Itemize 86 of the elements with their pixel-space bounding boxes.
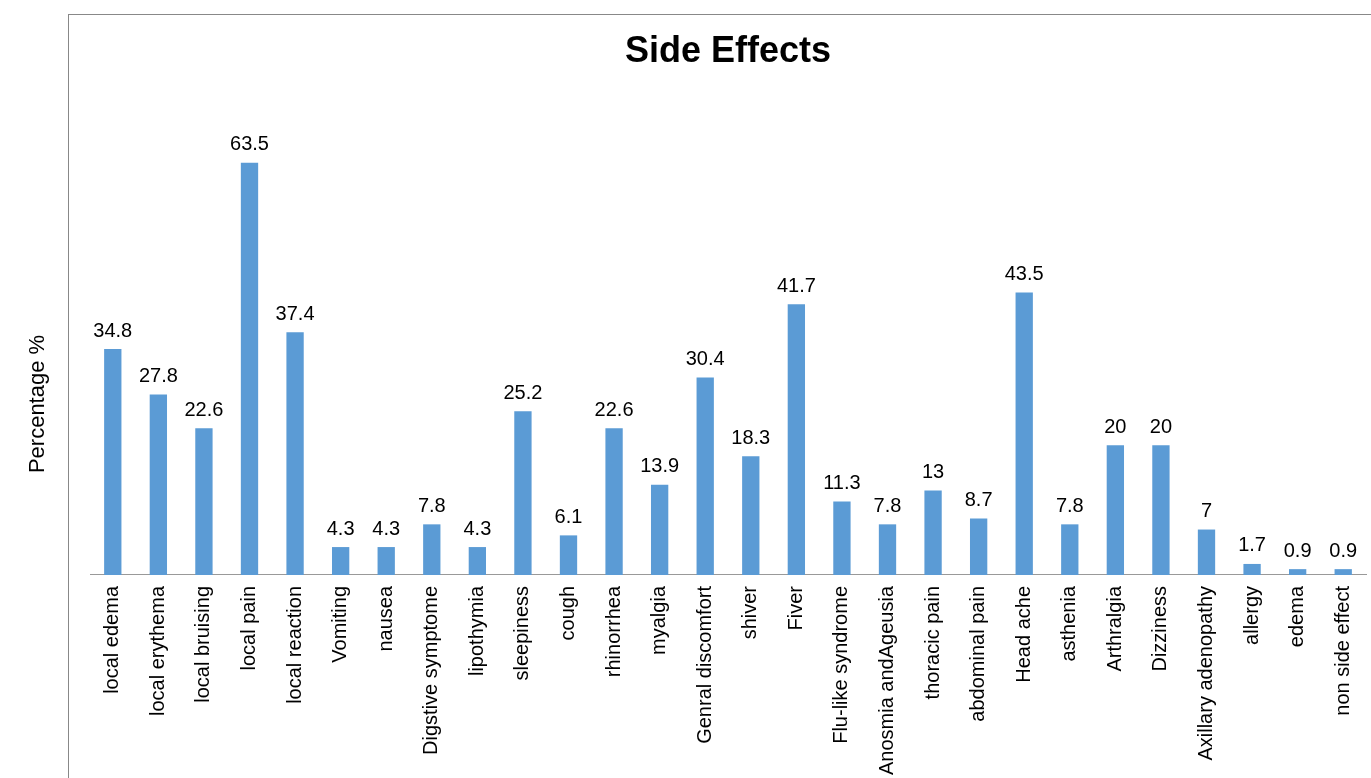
x-tick-label: myalgia [647, 585, 670, 655]
bar [514, 411, 532, 575]
bar [696, 377, 714, 575]
x-tick-label: shiver [738, 585, 761, 640]
x-tick-label: Flu-like syndrome [829, 585, 852, 744]
bar [240, 162, 259, 575]
data-label: 22.6 [594, 397, 634, 420]
data-label: 30.4 [685, 347, 725, 370]
bar [286, 332, 304, 575]
bar [1334, 569, 1352, 575]
data-label: 63.5 [230, 132, 269, 155]
data-label: 1.7 [1238, 533, 1266, 556]
data-label: 7.8 [1055, 493, 1084, 516]
x-tick-label: Vomiting [328, 585, 351, 663]
bar [1152, 445, 1170, 575]
bar [833, 501, 851, 575]
bar [1288, 569, 1307, 575]
data-label: 25.2 [503, 380, 543, 403]
data-label: 27.8 [138, 363, 178, 386]
bar [969, 518, 988, 575]
x-tick-label: Head ache [1011, 585, 1034, 683]
x-tick-label: rhinorrhea [601, 585, 624, 678]
data-label: 11.3 [823, 471, 861, 494]
bar [468, 547, 487, 575]
x-tick-label: abdominal pain [966, 585, 989, 722]
x-tick-label: Arthralgia [1102, 585, 1125, 672]
data-label: 7.8 [873, 493, 902, 516]
bar [650, 484, 669, 575]
x-tick-label: Dizziness [1148, 585, 1171, 672]
x-tick-label: nausea [373, 585, 396, 652]
data-label: 8.7 [964, 488, 993, 511]
bar [742, 456, 760, 575]
bar [377, 547, 395, 575]
x-tick-label: Anosmia andAgeusia [875, 585, 898, 775]
x-tick-label: lipothymia [464, 585, 487, 677]
data-label: 4.3 [372, 516, 401, 539]
x-tick-label: asthenia [1057, 585, 1080, 662]
x-tick-label: Axillary adenopathy [1194, 585, 1217, 761]
x-tick-label: local pain [237, 585, 260, 671]
x-tick-label: Digstive symptome [419, 585, 442, 755]
data-label: 7 [1200, 499, 1213, 522]
x-tick-label: local bruising [191, 585, 214, 703]
data-label: 34.8 [93, 318, 133, 341]
bar [331, 547, 350, 575]
bar [149, 394, 168, 575]
data-label: 6.1 [554, 504, 583, 527]
bar [423, 524, 441, 575]
x-tick-label: local erythema [145, 585, 168, 717]
x-tick-label: non side effect [1330, 585, 1353, 716]
data-label: 4.3 [326, 516, 355, 539]
data-label: 7.8 [417, 493, 446, 516]
data-label: 13 [921, 460, 945, 483]
bar [559, 535, 578, 575]
bar [1106, 445, 1125, 575]
x-tick-label: sleepiness [510, 585, 533, 681]
bar [195, 428, 213, 575]
x-tick-label: allergy [1239, 585, 1262, 645]
bar [605, 428, 623, 575]
data-label: 41.7 [776, 273, 816, 296]
data-label: 0.9 [1329, 538, 1358, 561]
x-tick-label: edema [1285, 585, 1308, 648]
x-tick-label: Fiver [783, 585, 806, 631]
x-tick-label: Genral discomfort [692, 585, 715, 744]
bar [878, 524, 897, 575]
x-tick-label: thoracic pain [920, 585, 943, 700]
data-label: 4.3 [463, 516, 492, 539]
bar [1061, 524, 1079, 575]
bar [104, 349, 122, 575]
bar [924, 490, 942, 575]
data-label: 20 [1149, 414, 1173, 437]
data-label: 22.6 [184, 397, 224, 420]
x-tick-label: local reaction [282, 585, 305, 704]
bar [1243, 563, 1261, 575]
data-label: 37.4 [275, 301, 315, 324]
data-label: 18.3 [731, 425, 771, 448]
x-tick-label: cough [556, 585, 579, 641]
bar [1015, 292, 1033, 575]
bar [787, 304, 806, 575]
data-label: 43.5 [1004, 262, 1044, 285]
chart-title: Side Effects [624, 28, 832, 70]
data-label: 13.9 [640, 454, 680, 477]
data-label: 20 [1104, 414, 1127, 437]
y-axis-title: Percentage % [24, 334, 50, 474]
data-label: 0.9 [1283, 538, 1312, 561]
bar [1197, 529, 1216, 575]
x-tick-label: local edema [100, 585, 123, 694]
